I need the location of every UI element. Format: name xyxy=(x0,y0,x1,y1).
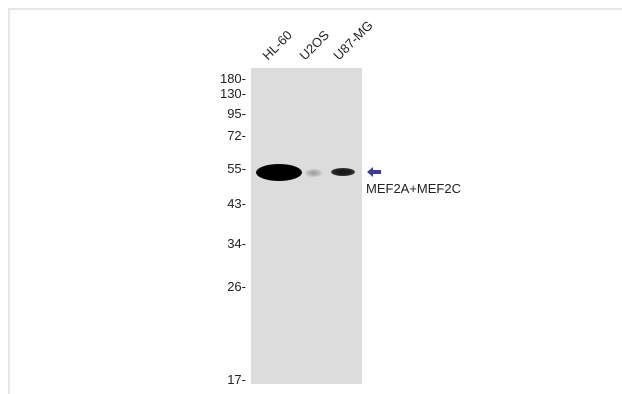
marker-17: 17- xyxy=(227,372,246,387)
band-u2os xyxy=(305,169,322,177)
target-label: MEF2A+MEF2C xyxy=(366,181,461,196)
marker-95: 95- xyxy=(227,106,246,121)
band-hl60 xyxy=(256,164,302,181)
band-u87mg xyxy=(331,168,355,176)
blot-membrane xyxy=(251,68,362,384)
marker-34: 34- xyxy=(227,236,246,251)
marker-26: 26- xyxy=(227,279,246,294)
figure-frame xyxy=(8,8,622,394)
marker-130: 130- xyxy=(219,86,246,101)
marker-43: 43- xyxy=(227,196,246,211)
marker-72: 72- xyxy=(227,128,246,143)
marker-180: 180- xyxy=(219,71,246,86)
arrow-left-icon xyxy=(367,167,381,177)
marker-55: 55- xyxy=(227,161,246,176)
